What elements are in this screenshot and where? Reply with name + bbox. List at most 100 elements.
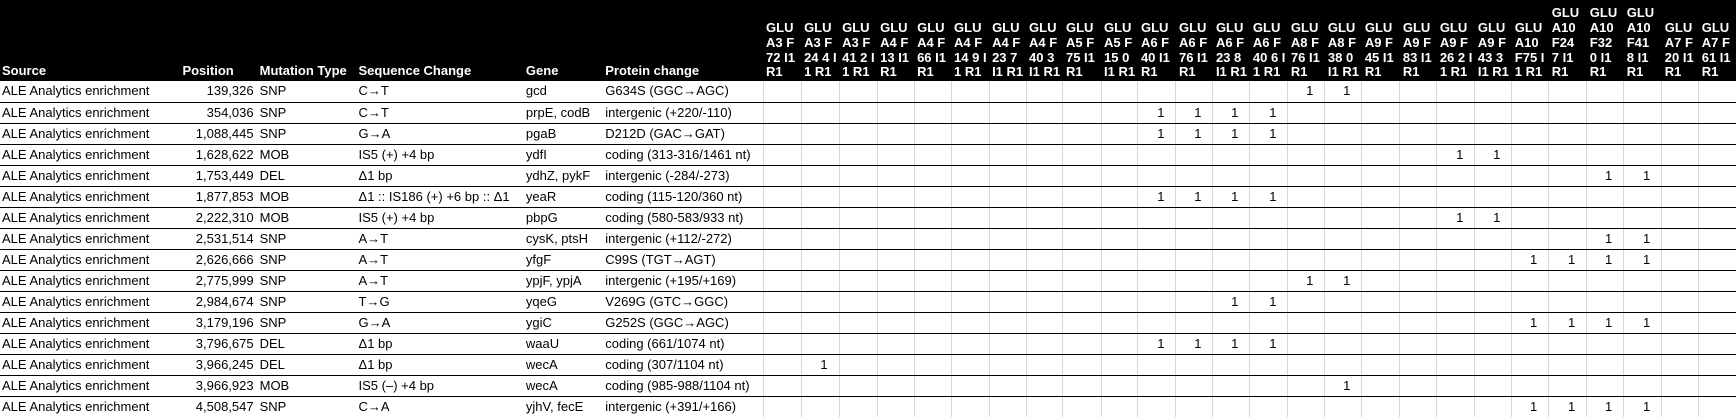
cell-sample-count[interactable] bbox=[1025, 291, 1063, 313]
cell-mutation-type[interactable]: SNP bbox=[257, 102, 357, 124]
cell-sample-count[interactable] bbox=[1361, 375, 1400, 397]
cell-sample-count[interactable] bbox=[1586, 270, 1624, 292]
table-row[interactable]: ALE Analytics enrichment 3,966,245 DEL Δ1 b… bbox=[0, 354, 1736, 376]
col-header-sample[interactable]: GLU A7 F61 I1 R1 bbox=[1698, 0, 1736, 81]
cell-sample-count[interactable]: 1 bbox=[1623, 228, 1662, 250]
cell-sample-count[interactable] bbox=[1474, 354, 1512, 376]
cell-sample-count[interactable] bbox=[1436, 312, 1475, 334]
cell-sample-count[interactable]: 1 bbox=[1586, 228, 1624, 250]
cell-sample-count[interactable] bbox=[800, 270, 840, 292]
cell-gene[interactable]: yqeG bbox=[523, 291, 604, 313]
cell-sample-count[interactable] bbox=[1399, 333, 1437, 355]
cell-sample-count[interactable] bbox=[1175, 270, 1213, 292]
cell-sample-count[interactable] bbox=[988, 102, 1027, 124]
cell-sample-count[interactable]: 1 bbox=[1212, 186, 1250, 208]
cell-sample-count[interactable]: 1 bbox=[1474, 144, 1512, 166]
cell-sample-count[interactable] bbox=[876, 333, 915, 355]
cell-sample-count[interactable] bbox=[1137, 207, 1176, 229]
cell-sample-count[interactable] bbox=[913, 186, 952, 208]
cell-sample-count[interactable] bbox=[1287, 144, 1325, 166]
cell-mutation-type[interactable]: SNP bbox=[257, 249, 357, 271]
cell-sample-count[interactable] bbox=[1249, 207, 1288, 229]
cell-sample-count[interactable] bbox=[950, 375, 990, 397]
cell-sample-count[interactable]: 1 bbox=[1212, 291, 1250, 313]
cell-sample-count[interactable] bbox=[1361, 123, 1400, 145]
cell-sample-count[interactable] bbox=[838, 270, 878, 292]
cell-mutation-type[interactable]: SNP bbox=[257, 291, 357, 313]
cell-sample-count[interactable]: 1 bbox=[1436, 144, 1475, 166]
col-header-sample[interactable]: GLU A6 F40 6 I1 R1 bbox=[1249, 0, 1288, 81]
cell-sample-count[interactable] bbox=[1698, 249, 1736, 271]
cell-sequence-change[interactable]: IS5 (+) +4 bp bbox=[356, 207, 524, 229]
cell-sample-count[interactable]: 1 bbox=[1548, 312, 1587, 334]
cell-sample-count[interactable] bbox=[1287, 396, 1325, 417]
cell-protein-change[interactable]: C99S (TGT→AGT) bbox=[603, 249, 764, 271]
cell-source[interactable]: ALE Analytics enrichment bbox=[0, 165, 181, 187]
cell-sample-count[interactable] bbox=[1249, 81, 1288, 103]
cell-sample-count[interactable] bbox=[1025, 228, 1063, 250]
cell-sample-count[interactable] bbox=[762, 249, 802, 271]
cell-sample-count[interactable] bbox=[988, 396, 1027, 417]
cell-source[interactable]: ALE Analytics enrichment bbox=[0, 291, 181, 313]
cell-sample-count[interactable] bbox=[1698, 354, 1736, 376]
cell-sample-count[interactable] bbox=[1399, 186, 1437, 208]
cell-sample-count[interactable] bbox=[1698, 291, 1736, 313]
cell-source[interactable]: ALE Analytics enrichment bbox=[0, 270, 181, 292]
cell-sample-count[interactable] bbox=[1212, 165, 1250, 187]
cell-sample-count[interactable] bbox=[1062, 144, 1101, 166]
cell-protein-change[interactable]: V269G (GTC→GGC) bbox=[603, 291, 764, 313]
cell-sample-count[interactable] bbox=[1062, 375, 1101, 397]
cell-sample-count[interactable] bbox=[1698, 123, 1736, 145]
cell-sample-count[interactable] bbox=[1586, 354, 1624, 376]
cell-sample-count[interactable] bbox=[1212, 228, 1250, 250]
cell-sample-count[interactable] bbox=[1287, 123, 1325, 145]
cell-sample-count[interactable] bbox=[1175, 228, 1213, 250]
col-header-sample[interactable]: GLU A10 F24 7 I1 R1 bbox=[1548, 0, 1587, 81]
cell-sample-count[interactable] bbox=[1249, 228, 1288, 250]
cell-sample-count[interactable] bbox=[913, 375, 952, 397]
cell-mutation-type[interactable]: MOB bbox=[257, 207, 357, 229]
cell-sample-count[interactable] bbox=[1436, 123, 1475, 145]
cell-protein-change[interactable]: intergenic (+195/+169) bbox=[603, 270, 764, 292]
cell-sample-count[interactable] bbox=[800, 123, 840, 145]
cell-sample-count[interactable] bbox=[1100, 144, 1138, 166]
cell-sample-count[interactable] bbox=[838, 165, 878, 187]
cell-sample-count[interactable] bbox=[762, 375, 802, 397]
cell-sample-count[interactable] bbox=[1436, 291, 1475, 313]
cell-position[interactable]: 2,626,666 bbox=[180, 249, 258, 271]
cell-sample-count[interactable] bbox=[1249, 144, 1288, 166]
cell-sample-count[interactable] bbox=[1287, 291, 1325, 313]
col-header-sample[interactable]: GLU A10 F41 8 I1 R1 bbox=[1623, 0, 1662, 81]
col-header-sample[interactable]: GLU A6 F40 I1 R1 bbox=[1137, 0, 1176, 81]
cell-sample-count[interactable] bbox=[800, 81, 840, 103]
cell-sample-count[interactable] bbox=[876, 396, 915, 417]
cell-sample-count[interactable] bbox=[1324, 354, 1362, 376]
cell-sample-count[interactable] bbox=[913, 165, 952, 187]
cell-sample-count[interactable] bbox=[1025, 144, 1063, 166]
cell-sample-count[interactable] bbox=[1511, 333, 1549, 355]
col-header-sample[interactable]: GLU A5 F15 0 I1 R1 bbox=[1101, 0, 1138, 81]
cell-sample-count[interactable] bbox=[762, 291, 802, 313]
cell-sample-count[interactable] bbox=[1436, 165, 1475, 187]
cell-sample-count[interactable] bbox=[1474, 165, 1512, 187]
cell-sample-count[interactable] bbox=[838, 144, 878, 166]
cell-sample-count[interactable] bbox=[1548, 270, 1587, 292]
cell-sample-count[interactable] bbox=[1137, 165, 1176, 187]
cell-gene[interactable]: pgaB bbox=[523, 123, 604, 145]
cell-sample-count[interactable] bbox=[1698, 102, 1736, 124]
cell-sample-count[interactable] bbox=[1661, 123, 1699, 145]
cell-sample-count[interactable] bbox=[838, 207, 878, 229]
cell-sample-count[interactable] bbox=[913, 228, 952, 250]
cell-sample-count[interactable] bbox=[1661, 333, 1699, 355]
cell-sample-count[interactable] bbox=[1062, 102, 1101, 124]
cell-sample-count[interactable]: 1 bbox=[1249, 123, 1288, 145]
cell-sample-count[interactable] bbox=[876, 312, 915, 334]
cell-sample-count[interactable] bbox=[950, 186, 990, 208]
cell-sample-count[interactable] bbox=[1175, 165, 1213, 187]
cell-sample-count[interactable] bbox=[1062, 165, 1101, 187]
cell-sample-count[interactable] bbox=[913, 312, 952, 334]
cell-sample-count[interactable] bbox=[988, 186, 1027, 208]
cell-sample-count[interactable] bbox=[950, 354, 990, 376]
cell-sample-count[interactable] bbox=[1399, 249, 1437, 271]
cell-sample-count[interactable] bbox=[1249, 312, 1288, 334]
